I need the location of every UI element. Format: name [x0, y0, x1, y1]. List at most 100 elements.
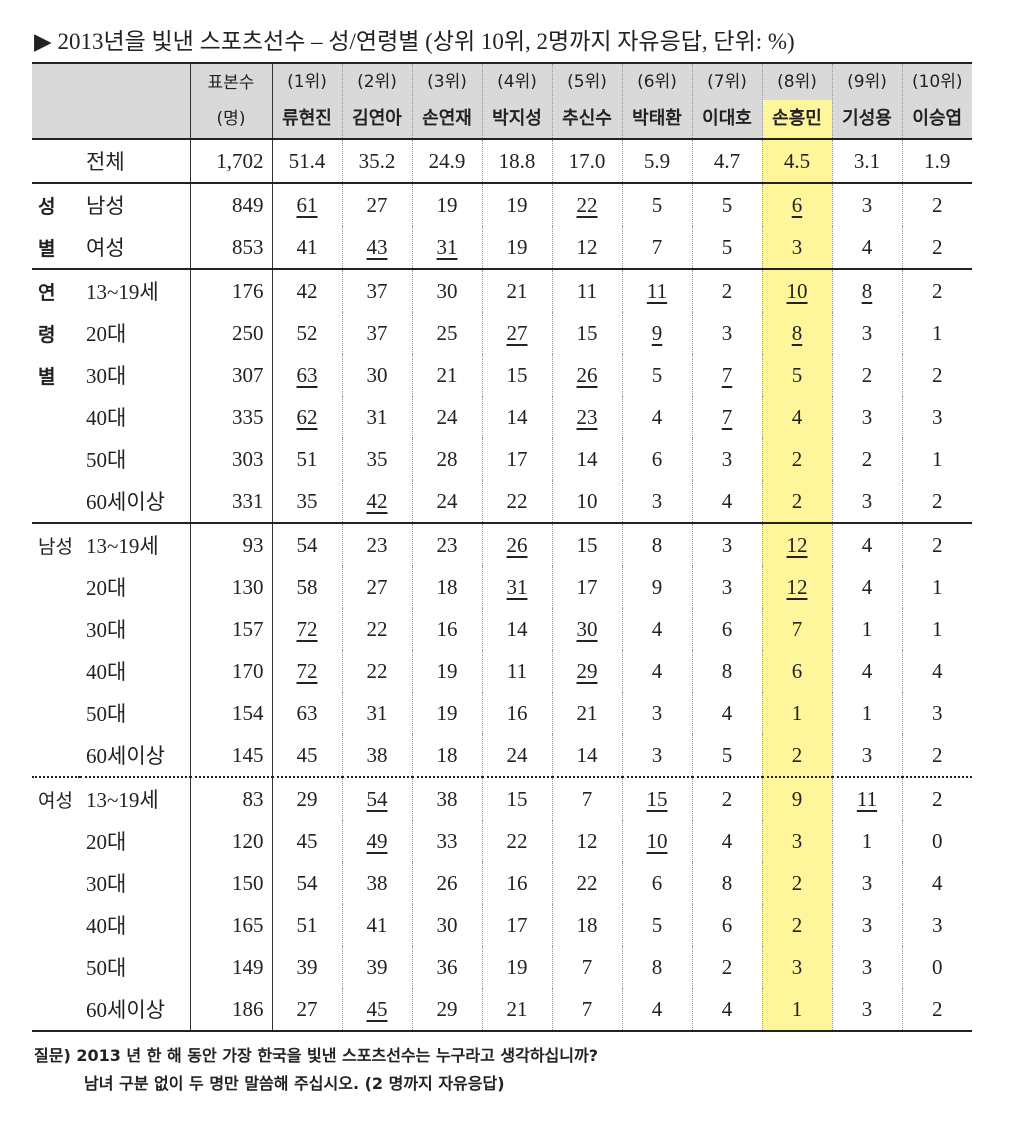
cell-value: 3 [791, 954, 803, 979]
cell-value: 15 [506, 786, 528, 811]
cell-value: 4 [651, 404, 663, 429]
cell-value: 12 [786, 574, 808, 599]
value-cell: 3 [831, 862, 902, 904]
value-cell: 3 [901, 396, 972, 438]
cell-value: 30 [366, 362, 388, 387]
cell-value: 8 [651, 954, 663, 979]
cell-value: 3 [861, 192, 873, 217]
value-cell: 24 [411, 480, 482, 523]
value-cell: 27 [271, 988, 342, 1031]
value-cell: 2 [901, 734, 972, 777]
value-cell: 1.9 [901, 139, 972, 183]
value-cell: 41 [341, 904, 412, 946]
sample-size: 165 [189, 904, 272, 946]
value-cell: 26 [551, 354, 622, 396]
row-label: 전체 [86, 150, 125, 174]
cell-value: 5 [721, 234, 733, 259]
value-cell: 9 [621, 566, 692, 608]
table-row: 40대 335 62 31 24 14 23 4 7 4 3 3 [32, 396, 972, 438]
cell-value: 10 [646, 828, 668, 853]
table-row: 별 30대 307 63 30 21 15 26 5 7 5 2 2 [32, 354, 972, 396]
cell-value: 3 [721, 446, 733, 471]
cell-value: 5.9 [643, 148, 671, 173]
cell-value: 2 [932, 362, 943, 387]
cell-value: 16 [436, 616, 458, 641]
cell-value: 38 [366, 742, 388, 767]
value-cell: 2 [831, 354, 902, 396]
value-cell: 2 [901, 777, 972, 820]
value-cell: 63 [271, 354, 342, 396]
cell-value: 4 [721, 828, 733, 853]
value-cell: 4 [621, 988, 692, 1031]
value-cell: 37 [341, 312, 412, 354]
value-cell: 22 [481, 820, 552, 862]
rank-label: (2위) [357, 72, 397, 92]
cell-value: 5 [651, 192, 663, 217]
cell-value: 4 [721, 996, 733, 1021]
cell-value: 6 [791, 658, 803, 683]
row-label: 30대 [86, 618, 127, 642]
value-cell: 3 [831, 183, 902, 226]
value-cell: 3 [831, 904, 902, 946]
value-cell: 21 [411, 354, 482, 396]
value-cell: 14 [481, 608, 552, 650]
column-header: (8위) 손흥민 [761, 62, 832, 140]
cell-value: 8 [721, 870, 733, 895]
value-cell: 54 [271, 862, 342, 904]
value-cell: 2 [691, 269, 762, 312]
cell-value: 27 [366, 574, 388, 599]
table-body: 전체 1,702 51.4 35.2 24.9 18.8 17.0 5.9 4.7 4.5 3.1 1… [32, 139, 972, 1031]
value-cell: 22 [341, 608, 412, 650]
row-group-label [32, 608, 80, 650]
value-cell: 3 [831, 396, 902, 438]
table-row: 여성 13~19세 83 29 54 38 15 7 15 2 9 11 2 [32, 777, 972, 820]
column-header: (7위) 이대호 [691, 62, 762, 140]
cell-value: 31 [366, 700, 388, 725]
cell-value: 39 [296, 954, 318, 979]
value-cell: 12 [551, 226, 622, 269]
cell-value: 58 [296, 574, 318, 599]
value-cell: 4 [831, 566, 902, 608]
cell-value: 4 [651, 996, 663, 1021]
value-cell: 14 [551, 734, 622, 777]
value-cell: 52 [271, 312, 342, 354]
cell-value: 33 [436, 828, 458, 853]
rank-label: (8위) [777, 72, 817, 92]
value-cell: 16 [481, 692, 552, 734]
value-cell: 22 [481, 480, 552, 523]
value-cell: 30 [411, 904, 482, 946]
value-cell: 45 [271, 820, 342, 862]
row-label: 20대 [86, 830, 127, 854]
value-cell: 19 [411, 183, 482, 226]
player-name: 박태환 [632, 108, 682, 129]
value-cell: 6 [621, 438, 692, 480]
value-cell: 62 [271, 396, 342, 438]
value-cell: 31 [341, 396, 412, 438]
value-cell: 7 [551, 777, 622, 820]
value-cell: 21 [481, 988, 552, 1031]
row-group-label: 별 [38, 365, 56, 388]
value-cell: 23 [411, 523, 482, 566]
cell-value: 62 [296, 404, 318, 429]
value-cell: 9 [621, 312, 692, 354]
cell-value: 0 [932, 828, 943, 853]
value-cell: 37 [341, 269, 412, 312]
value-cell: 22 [551, 862, 622, 904]
value-cell: 18 [411, 734, 482, 777]
value-cell: 1 [831, 692, 902, 734]
table-row: 남성 13~19세 93 54 23 23 26 15 8 3 12 4 2 [32, 523, 972, 566]
cell-value: 23 [576, 404, 598, 429]
value-cell: 23 [341, 523, 412, 566]
cell-value: 31 [436, 234, 458, 259]
value-cell: 15 [621, 777, 692, 820]
sample-size: 170 [189, 650, 272, 692]
cell-value: 4 [861, 658, 873, 683]
cell-value: 35.2 [358, 148, 396, 173]
sample-size: 186 [189, 988, 272, 1031]
value-cell: 18 [551, 904, 622, 946]
row-group-label: 남성 [38, 535, 73, 558]
cell-value: 54 [296, 870, 318, 895]
cell-value: 37 [366, 278, 388, 303]
cell-value: 3 [932, 404, 943, 429]
cell-value: 27 [296, 996, 318, 1021]
